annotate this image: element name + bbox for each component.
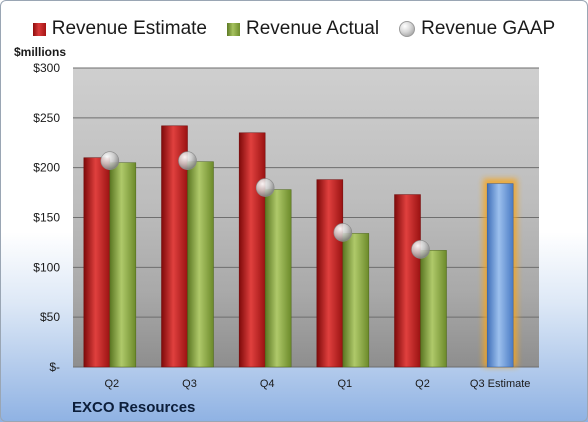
bars <box>83 125 518 368</box>
y-tick-label: $250 <box>33 111 60 125</box>
estimate-swatch-icon <box>32 22 46 36</box>
y-tick-label: $200 <box>33 161 60 175</box>
y-axis-unit-label: $millions <box>14 45 67 59</box>
estimate-bar <box>238 132 266 368</box>
legend-label-gaap: Revenue GAAP <box>421 18 556 39</box>
x-tick-label: Q2 <box>415 378 430 390</box>
x-tick-label: Q3 <box>182 378 197 390</box>
x-tick-label: Q1 <box>337 378 352 390</box>
gaap-marker <box>333 223 353 242</box>
gaap-swatch-icon <box>399 21 416 37</box>
x-axis: Q2 Q3 Q4 Q1 Q2 Q3 Estimate <box>104 378 530 390</box>
legend-item-actual: Revenue Actual <box>227 18 379 40</box>
y-tick-label: $- <box>49 360 60 374</box>
actual-swatch-icon <box>227 22 240 36</box>
y-tick-label: $300 <box>33 61 60 75</box>
y-tick-label: $150 <box>33 211 60 225</box>
actual-bar <box>109 162 137 368</box>
estimate-bar <box>394 194 421 368</box>
estimate-bar <box>316 179 344 368</box>
company-name: EXCO Resources <box>72 399 196 416</box>
gaap-marker <box>178 151 197 170</box>
legend: Revenue Estimate Revenue Actual Revenue … <box>0 14 588 44</box>
gaap-marker <box>255 178 275 197</box>
legend-item-gaap: Revenue GAAP <box>399 18 555 40</box>
gridlines <box>73 67 539 368</box>
y-axis: $- $50 $100 $150 $200 $250 $300 <box>33 61 60 374</box>
actual-bar <box>420 250 447 368</box>
estimate-bar <box>83 157 111 368</box>
x-tick-label: Q3 Estimate <box>470 378 531 390</box>
x-tick-label: Q2 <box>104 378 119 390</box>
y-tick-label: $50 <box>40 310 60 324</box>
gaap-markers <box>100 151 430 259</box>
legend-item-estimate: Revenue Estimate <box>32 18 207 40</box>
gaap-marker <box>411 240 430 259</box>
legend-label-estimate: Revenue Estimate <box>51 18 207 39</box>
gaap-marker <box>100 151 120 170</box>
actual-bar <box>187 161 214 368</box>
y-tick-label: $100 <box>33 260 60 274</box>
actual-bar <box>264 189 292 368</box>
actual-bar <box>342 233 370 368</box>
x-tick-label: Q4 <box>260 378 275 390</box>
legend-label-actual: Revenue Actual <box>246 18 380 39</box>
q3-estimate-bar <box>486 183 514 368</box>
